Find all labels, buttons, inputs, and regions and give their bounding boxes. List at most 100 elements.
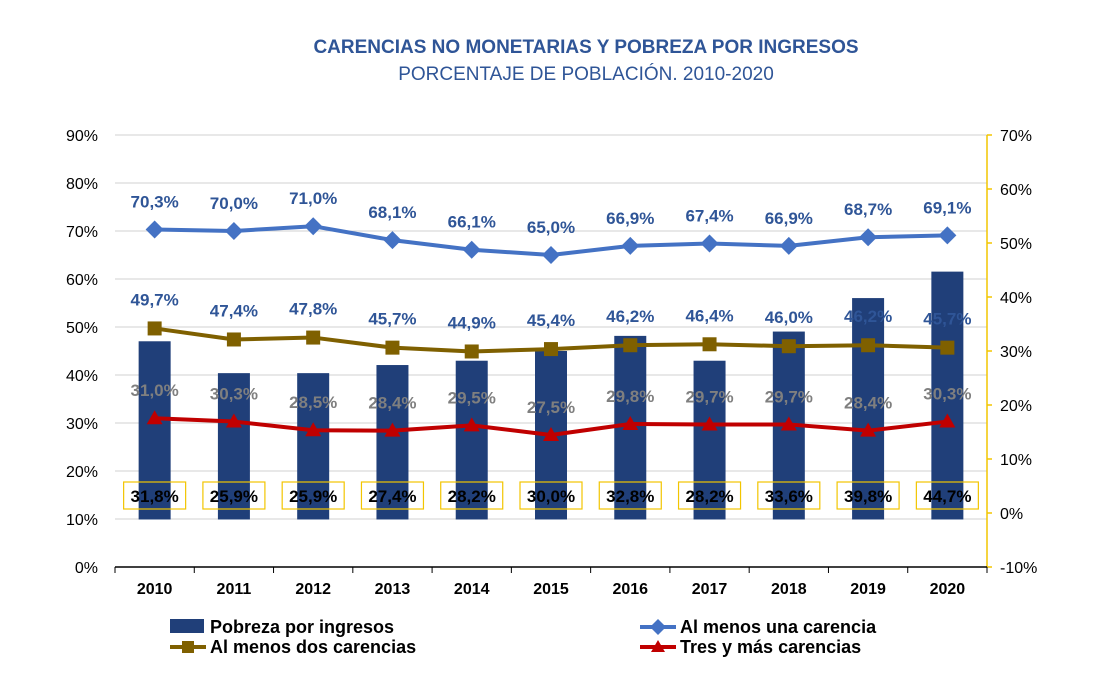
bar-label: 33,6% — [765, 487, 813, 506]
data-label: 66,1% — [448, 213, 496, 232]
legend: Pobreza por ingresos Al menos una carenci… — [170, 617, 877, 657]
bar-label: 28,2% — [685, 487, 733, 506]
y-left-tick-label: 90% — [66, 128, 98, 145]
series-lines — [145, 217, 957, 441]
y-right-tick-label: 60% — [1000, 182, 1032, 199]
bar-label: 28,2% — [448, 487, 496, 506]
marker-point — [781, 339, 796, 354]
marker-point — [938, 226, 957, 245]
x-tick-label: 2012 — [295, 581, 331, 598]
marker-point — [780, 416, 797, 431]
legend-label: Pobreza por ingresos — [210, 617, 394, 637]
data-label: 45,7% — [923, 310, 971, 329]
data-label: 28,5% — [289, 393, 337, 412]
bar-label: 31,8% — [131, 487, 179, 506]
marker-point — [700, 234, 719, 253]
data-label: 47,8% — [289, 300, 337, 319]
x-tick-label: 2019 — [850, 581, 886, 598]
marker-point — [779, 236, 798, 255]
marker-point — [226, 332, 241, 347]
data-label: 71,0% — [289, 189, 337, 208]
y-left-tick-label: 10% — [66, 512, 98, 529]
y-left-tick-label: 50% — [66, 320, 98, 337]
bar — [693, 360, 726, 520]
marker-point — [621, 236, 640, 255]
data-label: 46,2% — [844, 307, 892, 326]
legend-marker — [650, 619, 666, 635]
data-label: 28,4% — [844, 394, 892, 413]
bar-label: 39,8% — [844, 487, 892, 506]
bar-label-box — [915, 481, 979, 510]
bar-label: 25,9% — [289, 487, 337, 506]
marker-point — [702, 337, 717, 352]
marker-point — [146, 410, 163, 425]
bar-label: 44,7% — [923, 487, 971, 506]
y-right-tick-label: 20% — [1000, 398, 1032, 415]
bar-label-box — [123, 481, 187, 510]
marker-point — [542, 246, 560, 264]
y-left-tick-label: 0% — [75, 560, 98, 577]
y-left-tick-label: 80% — [66, 176, 98, 193]
marker-point — [305, 422, 322, 437]
bar — [931, 271, 964, 520]
data-labels: 70,3% 70,0% 71,0% 68,1% 66,1% 65,0% 66,9% 67,4%… — [123, 189, 979, 510]
legend-swatch — [170, 619, 204, 633]
x-tick-label: 2014 — [454, 581, 490, 598]
data-label: 29,7% — [685, 387, 733, 406]
bar — [217, 373, 250, 520]
data-label: 70,3% — [131, 193, 179, 212]
x-tick-label: 2018 — [771, 581, 807, 598]
x-tick-label: 2020 — [930, 581, 966, 598]
y-right-tick-label: -10% — [1000, 560, 1037, 577]
y-right-tick-label: 0% — [1000, 506, 1023, 523]
legend-label: Al menos una carencia — [680, 617, 877, 637]
marker-point — [464, 344, 479, 359]
data-label: 30,3% — [210, 385, 258, 404]
bar-label-box — [836, 481, 900, 510]
marker-point — [225, 413, 242, 428]
data-label: 66,9% — [765, 209, 813, 228]
marker-point — [145, 220, 164, 239]
y-right-tick-label: 40% — [1000, 290, 1032, 307]
x-tick-label: 2017 — [692, 581, 728, 598]
marker-point — [860, 422, 877, 437]
data-label: 47,4% — [210, 301, 258, 320]
marker-point — [701, 416, 718, 431]
marker-point — [462, 240, 481, 259]
y-left-tick-label: 40% — [66, 368, 98, 385]
y-right-tick-label: 30% — [1000, 344, 1032, 361]
data-label: 67,4% — [685, 206, 733, 225]
data-label: 29,7% — [765, 387, 813, 406]
bar-label: 25,9% — [210, 487, 258, 506]
data-label: 49,7% — [131, 290, 179, 309]
chart-title: CARENCIAS NO MONETARIAS Y POBREZA POR IN… — [313, 37, 858, 58]
data-label: 68,1% — [368, 203, 416, 222]
marker-point — [623, 338, 638, 353]
bar-label: 27,4% — [368, 487, 416, 506]
chart-subtitle: PORCENTAJE DE POBLACIÓN. 2010-2020 — [398, 63, 774, 85]
data-label: 30,3% — [923, 385, 971, 404]
y-right-tick-label: 50% — [1000, 236, 1032, 253]
data-label: 44,9% — [448, 313, 496, 332]
marker-point — [463, 417, 480, 432]
legend-marker — [182, 641, 194, 653]
bar-label-box — [757, 481, 821, 510]
data-label: 29,8% — [606, 387, 654, 406]
marker-point — [861, 338, 876, 353]
y-right-tick-label: 10% — [1000, 452, 1032, 469]
marker-point — [939, 413, 956, 428]
marker-point — [622, 415, 639, 430]
marker-point — [147, 321, 162, 336]
x-tick-label: 2010 — [137, 581, 173, 598]
y-left-tick-label: 20% — [66, 464, 98, 481]
marker-point — [385, 340, 400, 355]
data-label: 66,9% — [606, 209, 654, 228]
bar-label-box — [677, 481, 742, 510]
bar — [297, 373, 330, 520]
marker-point — [384, 422, 401, 437]
marker-point — [859, 228, 878, 247]
data-label: 46,2% — [606, 307, 654, 326]
marker-point — [383, 231, 402, 250]
x-tick-label: 2015 — [533, 581, 569, 598]
